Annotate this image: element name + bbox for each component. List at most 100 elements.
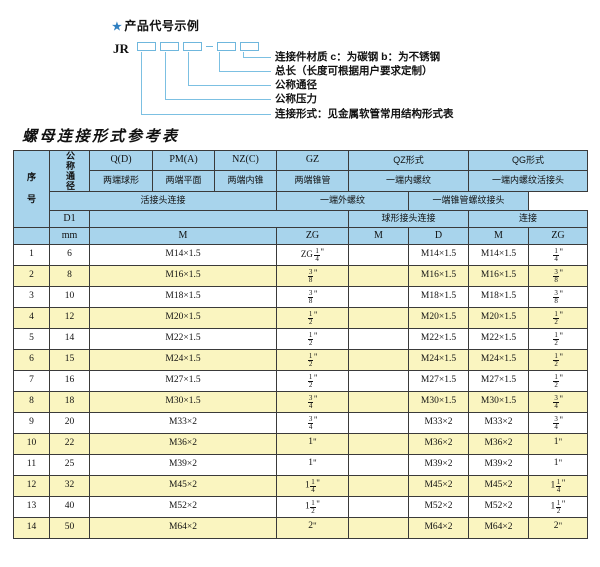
cell-thread-m: M39×2 bbox=[89, 454, 277, 476]
cell-bore: 50 bbox=[49, 517, 90, 539]
cell-thread-m: M33×2 bbox=[89, 412, 277, 434]
cell-qg-m: M27×1.5 bbox=[468, 370, 529, 392]
cell-seq: 9 bbox=[13, 412, 50, 434]
cell-qg-zg: 3 4 " bbox=[527, 391, 589, 413]
cell-qg-zg: 1 2 " bbox=[527, 328, 589, 350]
cell-bore: 12 bbox=[49, 307, 90, 329]
header-code-pma: PM(A) bbox=[152, 150, 215, 171]
cell-seq: 1 bbox=[13, 244, 50, 266]
cell-qz-d: M20×1.5 bbox=[408, 307, 469, 329]
cell-qz-d: M39×2 bbox=[408, 454, 469, 476]
cell-bore: 15 bbox=[49, 349, 90, 371]
cell-qz-d: M52×2 bbox=[408, 496, 469, 518]
header-desc-gz: 两端锥管 bbox=[276, 169, 349, 193]
cell-thread-m: M24×1.5 bbox=[89, 349, 277, 371]
leader-line-1-vertical bbox=[243, 52, 245, 58]
cell-seq: 7 bbox=[13, 370, 50, 392]
header-union-connect-left: 活接头连接 bbox=[49, 191, 277, 211]
cell-qg-m: M18×1.5 bbox=[468, 286, 529, 308]
nut-connection-spec-table: 序 号 公称通径 Q(D) PM(A) NZ(C) GZ QZ形式 QG形式 两… bbox=[13, 150, 589, 539]
cell-qz-d: M18×1.5 bbox=[408, 286, 469, 308]
cell-bore: 32 bbox=[49, 475, 90, 497]
header-unit-qz-m: M bbox=[348, 227, 409, 245]
cell-qg-zg: 3 8 " bbox=[527, 265, 589, 287]
cell-gz-zg: 1 2 " bbox=[276, 349, 349, 371]
header-code-nzc: NZ(C) bbox=[214, 150, 277, 171]
code-box-5 bbox=[240, 42, 259, 51]
header-ball-joint-qg: 连接 bbox=[467, 210, 589, 228]
leader-line-4-vertical bbox=[165, 52, 167, 100]
header-desc-qz: 一端内螺纹 bbox=[348, 169, 469, 193]
cell-seq: 10 bbox=[13, 433, 50, 455]
leader-line-1-horizontal bbox=[243, 57, 271, 59]
cell-qz-d: M45×2 bbox=[408, 475, 469, 497]
code-box-1 bbox=[137, 42, 156, 51]
cell-gz-zg: 2" bbox=[276, 517, 349, 539]
cell-gz-zg: 1 1 2 " bbox=[276, 496, 349, 518]
cell-qz-m bbox=[348, 433, 409, 455]
cell-qz-m bbox=[348, 370, 409, 392]
table-row: 8 18 M30×1.5 3 4 " M30×1.5 M30×1.5 3 4 " bbox=[13, 391, 589, 413]
cell-thread-m: M20×1.5 bbox=[89, 307, 277, 329]
cell-qg-m: M45×2 bbox=[468, 475, 529, 497]
cell-qg-m: M30×1.5 bbox=[468, 391, 529, 413]
header-union-connect-qg: 一端锥管螺纹接头 bbox=[408, 191, 529, 211]
cell-qz-m bbox=[348, 307, 409, 329]
cell-thread-m: M22×1.5 bbox=[89, 328, 277, 350]
cell-gz-zg: 3 4 " bbox=[276, 412, 349, 434]
cell-seq: 6 bbox=[13, 349, 50, 371]
header-union-connect-qz: 一端外螺纹 bbox=[276, 191, 409, 211]
cell-qg-zg: 1 2 " bbox=[527, 307, 589, 329]
table-row: 1 6 M14×1.5 ZG 1 4 " M14×1.5 M14×1.5 1 4 " bbox=[13, 244, 589, 266]
cell-qz-d: M33×2 bbox=[408, 412, 469, 434]
cell-thread-m: M16×1.5 bbox=[89, 265, 277, 287]
cell-qg-zg: 1 1 4 " bbox=[527, 475, 589, 497]
cell-bore: 40 bbox=[49, 496, 90, 518]
cell-qg-m: M14×1.5 bbox=[468, 244, 529, 266]
annotation-nominal-bore: 公称通径 bbox=[275, 79, 317, 91]
cell-seq: 13 bbox=[13, 496, 50, 518]
cell-qg-zg: 3 8 " bbox=[527, 286, 589, 308]
header-unit-qz-d: D bbox=[408, 227, 469, 245]
header-code-gz: GZ bbox=[276, 150, 349, 171]
leader-line-5-vertical bbox=[141, 52, 143, 115]
cell-qz-d: M24×1.5 bbox=[408, 349, 469, 371]
header-desc-qg: 一端内螺纹活接头 bbox=[467, 169, 589, 193]
legend-title: ★ 产品代号示例 bbox=[112, 17, 199, 34]
cell-qg-zg: 1" bbox=[527, 433, 589, 455]
cell-qz-m bbox=[348, 286, 409, 308]
cell-qg-m: M24×1.5 bbox=[468, 349, 529, 371]
cell-qz-m bbox=[348, 517, 409, 539]
cell-gz-zg: 1 1 4 " bbox=[276, 475, 349, 497]
cell-seq: 8 bbox=[13, 391, 50, 413]
code-box-2 bbox=[160, 42, 179, 51]
cell-thread-m: M14×1.5 bbox=[89, 244, 277, 266]
leader-line-2-vertical bbox=[219, 52, 221, 72]
cell-seq: 3 bbox=[13, 286, 50, 308]
cell-bore: 25 bbox=[49, 454, 90, 476]
header-desc-nzc: 两端内锥 bbox=[214, 169, 277, 193]
cell-qz-d: M22×1.5 bbox=[408, 328, 469, 350]
cell-qg-m: M39×2 bbox=[468, 454, 529, 476]
header-d1-blank bbox=[89, 210, 349, 228]
leader-line-3-horizontal bbox=[188, 85, 271, 87]
cell-gz-zg: 1 2 " bbox=[276, 307, 349, 329]
cell-gz-zg: 3 4 " bbox=[276, 391, 349, 413]
cell-qz-m bbox=[348, 412, 409, 434]
table-row: 5 14 M22×1.5 1 2 " M22×1.5 M22×1.5 1 2 " bbox=[13, 328, 589, 350]
product-code-legend: ★ 产品代号示例 JR 连接件材质 c：为碳钢 b：为不锈钢 总长（长度可根据用户… bbox=[0, 0, 600, 132]
cell-gz-zg: ZG 1 4 " bbox=[276, 244, 349, 266]
cell-qg-m: M33×2 bbox=[468, 412, 529, 434]
header-seq-line2: 号 bbox=[26, 194, 36, 204]
header-unit-mm: mm bbox=[49, 227, 90, 245]
cell-gz-zg: 1 2 " bbox=[276, 328, 349, 350]
cell-seq: 12 bbox=[13, 475, 50, 497]
cell-seq: 4 bbox=[13, 307, 50, 329]
cell-gz-zg: 1" bbox=[276, 433, 349, 455]
cell-thread-m: M52×2 bbox=[89, 496, 277, 518]
cell-gz-zg: 1" bbox=[276, 454, 349, 476]
cell-qz-d: M64×2 bbox=[408, 517, 469, 539]
cell-thread-m: M36×2 bbox=[89, 433, 277, 455]
annotation-material: 连接件材质 c：为碳钢 b：为不锈钢 bbox=[275, 51, 441, 63]
cell-qz-m bbox=[348, 265, 409, 287]
